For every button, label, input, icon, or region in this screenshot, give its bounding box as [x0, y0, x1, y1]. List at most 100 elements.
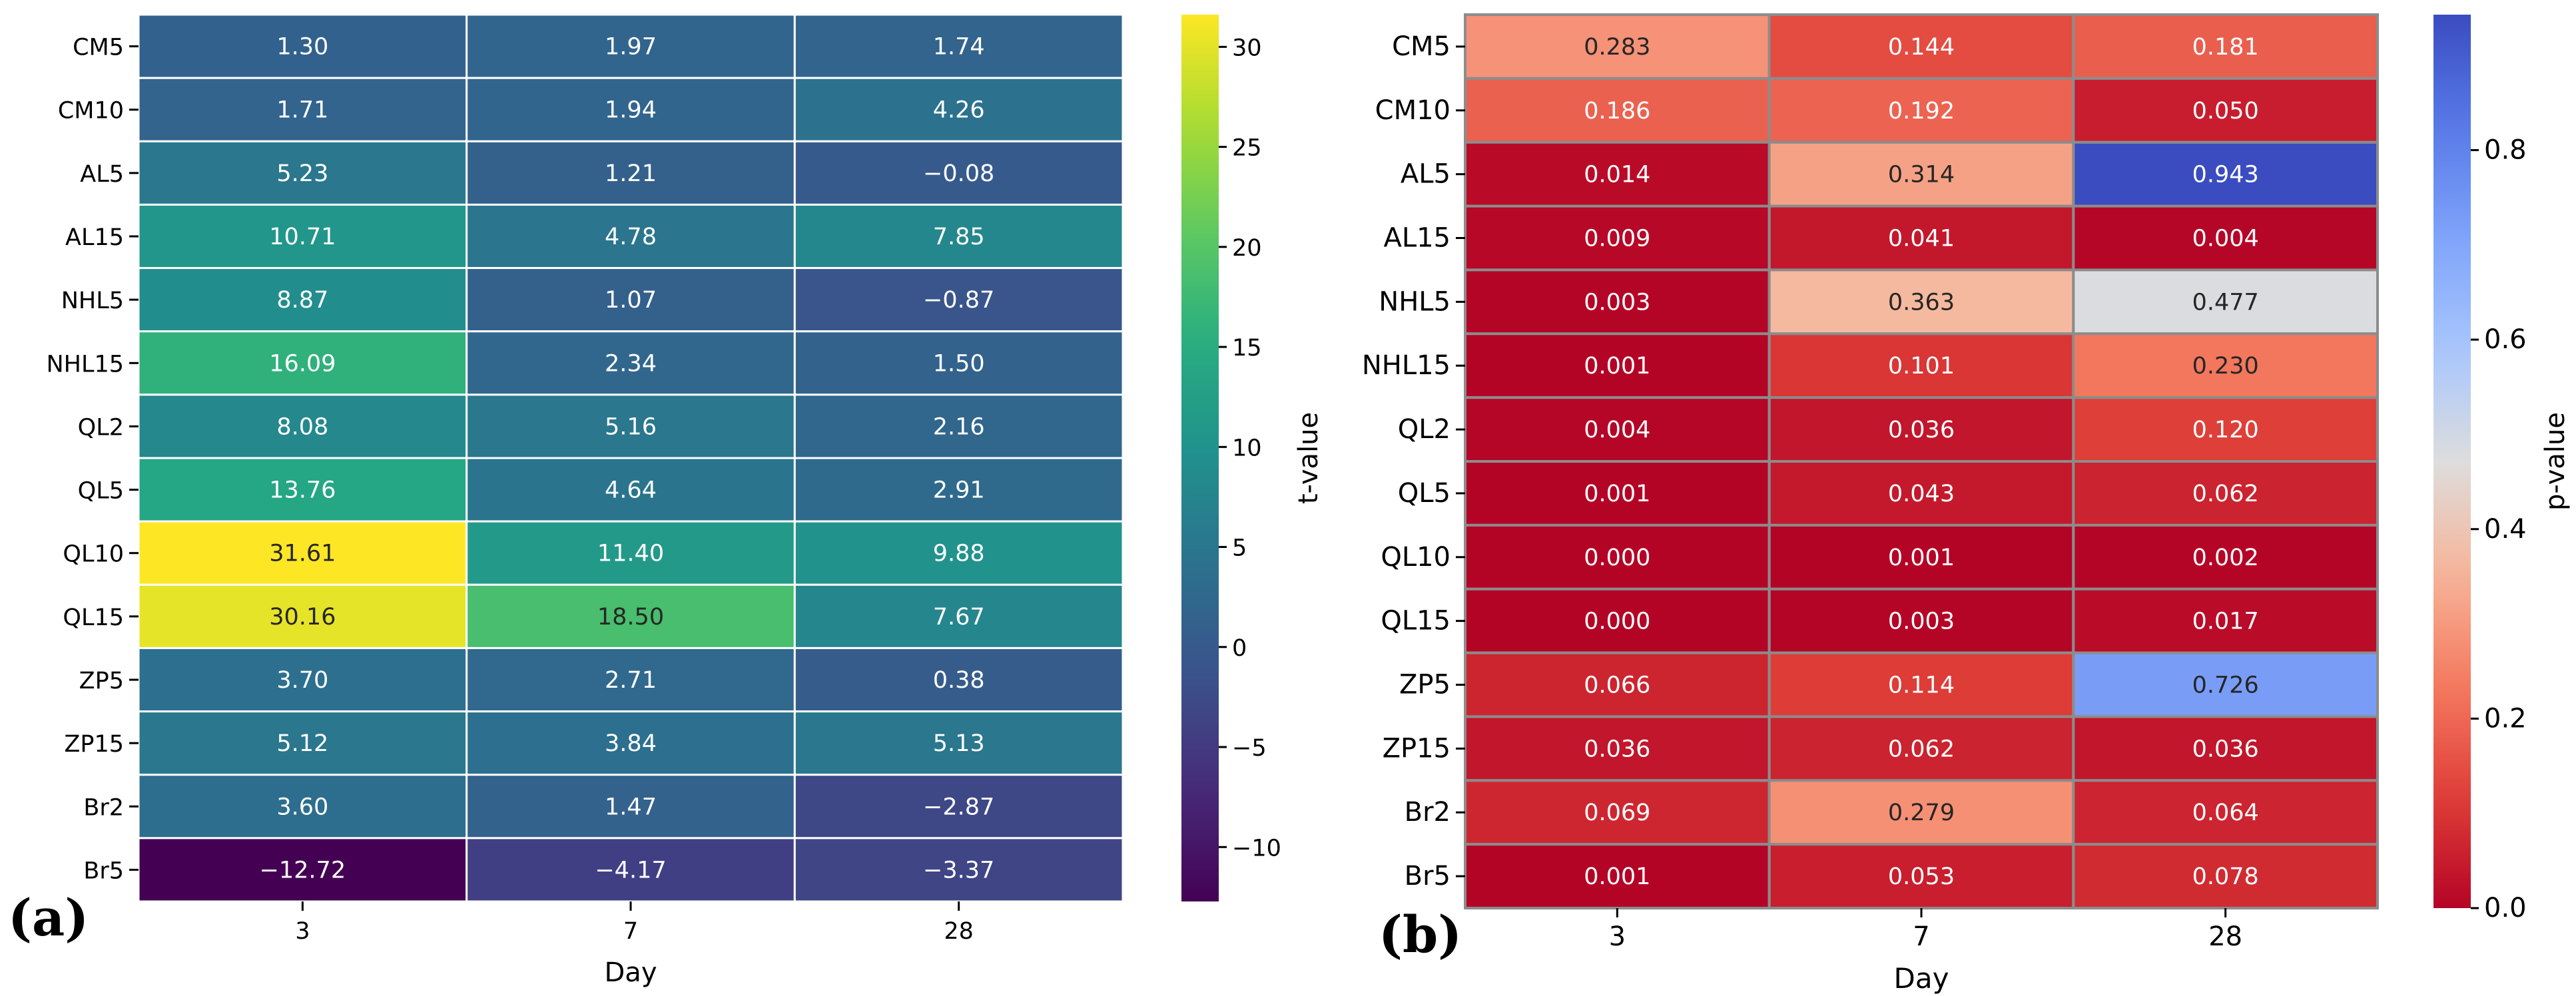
cell-value-label: 1.30 — [276, 34, 328, 61]
cell-value-label: 13.76 — [269, 477, 336, 504]
heatmap-cell — [1768, 204, 2075, 272]
cell-value-label: 1.47 — [605, 794, 657, 820]
cell-value-label: 0.062 — [1888, 736, 1955, 762]
heatmap-cell — [793, 646, 1124, 713]
cell-value-label: 4.26 — [933, 97, 985, 124]
heatmap-cell — [1768, 140, 2075, 208]
heatmap-cell — [2072, 396, 2379, 463]
cell-value-label: 0.000 — [1584, 609, 1650, 635]
panel-label: (a) — [8, 888, 89, 947]
row-label: NHL5 — [61, 288, 124, 314]
cell-value-label: 4.64 — [605, 477, 657, 504]
cell-value-label: 0.000 — [1584, 545, 1650, 571]
colorbar-tick-label: 0 — [1232, 635, 1247, 662]
heatmap-cell — [1464, 523, 1771, 591]
colorbar-tick-label: 0.8 — [2484, 135, 2527, 166]
cell-value-label: 0.101 — [1888, 353, 1955, 379]
heatmap-cell — [1464, 651, 1771, 718]
cell-value-label: 0.001 — [1888, 545, 1955, 571]
heatmap-cell — [793, 330, 1124, 396]
cell-value-label: 0.38 — [933, 667, 985, 694]
heatmap-cell — [466, 267, 796, 333]
cell-value-label: 0.036 — [1584, 736, 1650, 762]
heatmap-cell — [2072, 779, 2379, 846]
cell-value-label: 0.078 — [2192, 864, 2259, 890]
heatmap-cell — [466, 140, 796, 206]
heatmap-cell — [793, 837, 1124, 903]
heatmap-cell — [466, 13, 796, 79]
heatmap-cell — [793, 203, 1124, 270]
cell-value-label: 0.001 — [1584, 353, 1650, 379]
colorbar-label: t-value — [1293, 412, 1324, 504]
cell-value-label: 0.041 — [1888, 226, 1955, 252]
cell-value-label: 2.34 — [605, 350, 657, 377]
heatmap-cell — [137, 520, 468, 586]
cell-value-label: 16.09 — [269, 350, 336, 377]
heatmap-cell — [137, 457, 468, 523]
cell-value-label: 0.002 — [2192, 545, 2259, 571]
cell-value-label: 1.07 — [605, 287, 657, 314]
row-label: QL15 — [63, 605, 124, 631]
heatmap-cell — [2072, 715, 2379, 782]
cell-value-label: 3.70 — [276, 667, 328, 694]
heatmap-cell — [793, 457, 1124, 523]
heatmap-cell — [793, 77, 1124, 142]
heatmap-panel-a: 1.30 1.97 1.74 1.71 1.94 4.26 5.23 1.21 −0.08 10.… — [8, 13, 1324, 988]
cell-value-label: 3.84 — [605, 730, 657, 757]
cell-value-label: 0.053 — [1888, 864, 1955, 890]
cell-value-label: −4.17 — [595, 857, 666, 883]
cell-value-label: 0.477 — [2192, 289, 2259, 316]
cell-value-label: 0.036 — [2192, 736, 2259, 762]
heatmap-cell — [1464, 268, 1771, 336]
row-label: QL10 — [63, 541, 124, 568]
cell-value-label: 0.043 — [1888, 481, 1955, 507]
row-label: CM5 — [73, 35, 124, 61]
cell-value-label: 0.192 — [1888, 98, 1955, 124]
cell-value-label: 0.069 — [1584, 800, 1650, 826]
colorbar-label: p-value — [2540, 412, 2571, 511]
cell-value-label: 1.21 — [605, 160, 657, 187]
cell-value-label: 0.017 — [2192, 609, 2259, 635]
row-label: ZP5 — [1399, 670, 1450, 700]
row-label: QL5 — [78, 478, 124, 505]
row-label: ZP15 — [64, 731, 124, 758]
row-label: CM5 — [1392, 31, 1450, 62]
colorbar-tick-label: 0.2 — [2484, 703, 2527, 734]
column-label: 28 — [944, 918, 974, 945]
row-label: AL5 — [80, 161, 124, 188]
cell-value-label: 1.94 — [605, 97, 657, 124]
colorbar-tick-label: 0.4 — [2484, 514, 2527, 545]
cell-value-label: 0.186 — [1584, 98, 1650, 124]
row-label: QL2 — [78, 414, 124, 441]
cell-value-label: 18.50 — [597, 604, 664, 630]
heatmap-cell — [793, 583, 1124, 649]
cell-value-label: 0.003 — [1888, 609, 1955, 635]
heatmap-cell — [2072, 460, 2379, 527]
heatmap-cell — [793, 774, 1124, 840]
x-axis-label: Day — [1894, 962, 1949, 995]
column-label: 3 — [1609, 921, 1626, 952]
cell-value-label: 1.50 — [933, 350, 985, 377]
heatmap-panel-b: 0.283 0.144 0.181 0.186 0.192 0.050 0.014 0.314… — [1362, 13, 2571, 995]
cell-value-label: 0.114 — [1888, 672, 1955, 699]
colorbar-tick-label: 20 — [1232, 235, 1262, 262]
cell-value-label: 5.16 — [605, 413, 657, 440]
cell-value-label: 7.85 — [933, 224, 985, 250]
cell-value-label: 1.71 — [276, 97, 328, 124]
heatmap-cell — [793, 13, 1124, 79]
heatmap-cell — [466, 393, 796, 459]
row-label: AL5 — [1401, 159, 1450, 190]
x-axis-label: Day — [605, 957, 657, 988]
row-label: Br5 — [83, 858, 124, 884]
heatmap-cell — [466, 330, 796, 396]
row-label: QL15 — [1381, 606, 1450, 636]
heatmap-cell — [1768, 587, 2075, 654]
cell-value-label: 5.13 — [933, 730, 985, 757]
cell-value-label: 0.004 — [1584, 417, 1650, 443]
heatmap-cell — [1768, 523, 2075, 591]
heatmap-cell — [793, 520, 1124, 586]
cell-value-label: 0.036 — [1888, 417, 1955, 443]
cell-value-label: 0.009 — [1584, 226, 1650, 252]
cell-value-label: 31.61 — [269, 541, 336, 567]
cell-value-label: 0.003 — [1584, 289, 1650, 316]
